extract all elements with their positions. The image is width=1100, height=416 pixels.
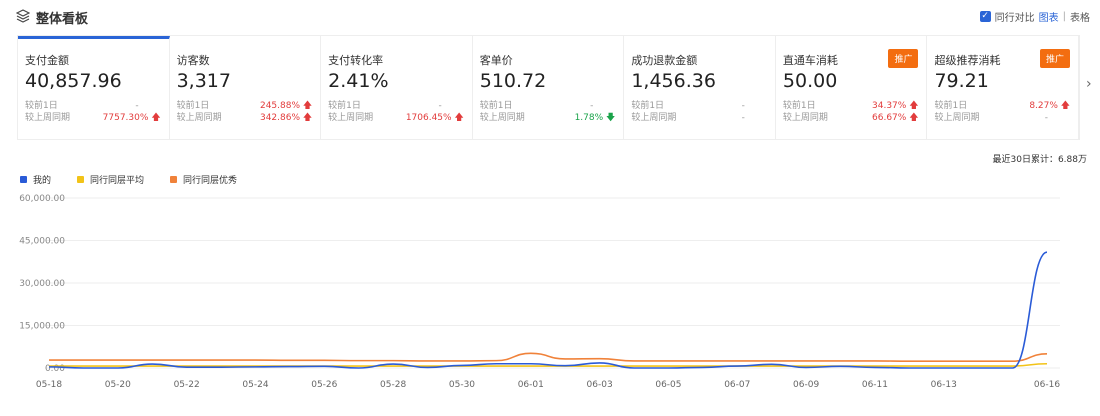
compare-checkbox[interactable]: ✓ — [979, 11, 991, 22]
compare-week-label: 较上周同期 — [934, 113, 980, 123]
kpi-label: 支付转化率 — [328, 54, 384, 67]
view-chart-tab[interactable]: 图表 — [1038, 13, 1059, 24]
x-tick-label: 05-28 — [380, 380, 406, 390]
compare-day-value: - — [741, 101, 745, 111]
page-title: 整体看板 — [36, 12, 89, 27]
compare-week-label: 较上周同期 — [25, 113, 71, 123]
total-30-days: 最近30日累计：6.88万 — [992, 155, 1088, 165]
compare-day-label: 较前1日 — [25, 101, 58, 111]
compare-week-value: 66.67% — [872, 113, 907, 123]
compare-week-label: 较上周同期 — [176, 113, 222, 123]
y-tick-label: 60,000.00 — [19, 194, 65, 204]
kpi-label: 访客数 — [176, 54, 210, 67]
x-tick-label: 05-30 — [449, 380, 475, 390]
view-table-tab[interactable]: 表格 — [1070, 13, 1090, 24]
kpi-card[interactable]: 访客数 3,317 较前1日 245.88% 🡅 较上周同期 342.86% 🡅 — [170, 36, 322, 139]
series-line — [48, 352, 1048, 362]
compare-week-value: 7757.30% — [102, 113, 149, 123]
legend-swatch — [170, 176, 178, 183]
compare-week-label: 较上周同期 — [328, 113, 374, 123]
x-tick-label: 06-09 — [793, 380, 819, 390]
compare-day-label: 较前1日 — [934, 101, 968, 111]
compare-week-label: 较上周同期 — [631, 113, 677, 123]
compare-day-label: 较前1日 — [782, 101, 816, 111]
kpi-value: 1,456.36 — [631, 70, 716, 92]
y-tick-label: 0.00 — [45, 364, 65, 374]
kpi-value: 40,857.96 — [25, 70, 122, 92]
series-line — [48, 251, 1048, 369]
kpi-label: 直通车消耗 — [782, 54, 838, 67]
kpi-label: 超级推荐消耗 — [934, 54, 1001, 67]
compare-day-value: 34.37% — [872, 101, 907, 111]
x-tick-label: 06-11 — [862, 380, 888, 390]
legend-swatch — [20, 176, 27, 183]
x-tick-label: 05-18 — [36, 380, 62, 390]
legend-item[interactable]: 我的 — [20, 173, 51, 186]
x-tick-label: 06-01 — [518, 380, 544, 390]
x-tick-label: 05-26 — [311, 380, 337, 390]
promote-button[interactable]: 推广 — [888, 49, 919, 68]
compare-week-label: 较上周同期 — [782, 113, 828, 123]
view-separator: | — [1062, 11, 1066, 22]
compare-week-label: 较上周同期 — [479, 113, 525, 123]
compare-day-value: - — [590, 101, 594, 111]
line-chart: 0.00 15,000.00 30,000.00 45,000.00 60,000.00… — [19, 194, 1060, 390]
x-tick-label: 05-24 — [242, 380, 268, 390]
compare-week-value: 1706.45% — [405, 113, 452, 123]
kpi-card[interactable]: 支付金额 40,857.96 较前1日 - 较上周同期 7757.30% 🡅 — [18, 36, 170, 139]
kpi-card[interactable]: 直通车消耗 推广 50.00 较前1日 34.37% 🡅 较上周同期 66.67% … — [776, 36, 928, 139]
compare-day-label: 较前1日 — [631, 101, 665, 111]
compare-week-value: - — [1044, 113, 1049, 123]
legend-swatch — [77, 176, 85, 183]
kpi-value: 510.72 — [479, 70, 547, 92]
kpi-label: 成功退款金额 — [631, 54, 698, 67]
kpi-card[interactable]: 超级推荐消耗 推广 79.21 较前1日 8.27% 🡅 较上周同期 - — [927, 36, 1080, 139]
compare-label[interactable]: 同行对比 — [994, 13, 1035, 24]
x-tick-label: 06-16 — [1034, 380, 1060, 390]
compare-week-value: 342.86% — [259, 113, 301, 123]
y-tick-label: 15,000.00 — [19, 322, 65, 332]
kpi-card[interactable]: 成功退款金额 1,456.36 较前1日 - 较上周同期 - — [624, 36, 776, 139]
kpi-value: 3,317 — [176, 70, 231, 92]
y-tick-label: 45,000.00 — [19, 237, 65, 247]
compare-day-value: 245.88% — [259, 101, 301, 111]
chart-legend: 我的 同行同层平均 同行同层优秀 — [20, 173, 237, 186]
layers-icon — [16, 9, 30, 23]
compare-week-value: - — [741, 113, 745, 123]
compare-day-value: 8.27% — [1029, 101, 1058, 111]
kpi-cards: 支付金额 40,857.96 较前1日 - 较上周同期 7757.30% 🡅 访客数… — [17, 35, 1080, 140]
legend-label: 同行同层优秀 — [183, 176, 238, 186]
x-tick-label: 06-03 — [587, 380, 613, 390]
promote-button[interactable]: 推广 — [1040, 49, 1071, 68]
x-tick-label: 06-05 — [655, 380, 681, 390]
y-tick-label: 30,000.00 — [19, 279, 65, 289]
x-tick-label: 06-13 — [931, 380, 957, 390]
header: 整体看板 ✓ 同行对比 图表 | 表格 — [0, 0, 1100, 32]
compare-week-value: 1.78% — [574, 113, 604, 123]
kpi-label: 客单价 — [479, 54, 513, 67]
compare-day-label: 较前1日 — [176, 101, 210, 111]
compare-day-value: - — [438, 101, 442, 111]
legend-label: 同行同层平均 — [90, 176, 145, 186]
kpi-value: 2.41% — [328, 70, 389, 92]
series-line — [48, 362, 1048, 367]
kpi-card[interactable]: 客单价 510.72 较前1日 - 较上周同期 1.78% 🡇 — [473, 36, 625, 139]
compare-day-label: 较前1日 — [328, 101, 361, 111]
legend-item[interactable]: 同行同层优秀 — [170, 173, 237, 186]
x-tick-label: 06-07 — [724, 380, 750, 390]
legend-label: 我的 — [33, 176, 52, 186]
kpi-card[interactable]: 支付转化率 2.41% 较前1日 - 较上周同期 1706.45% 🡅 — [321, 36, 473, 139]
x-tick-label: 05-22 — [174, 380, 200, 390]
legend-item[interactable]: 同行同层平均 — [77, 173, 144, 186]
compare-day-label: 较前1日 — [479, 101, 513, 111]
kpi-value: 50.00 — [782, 70, 838, 92]
kpi-label: 支付金额 — [25, 54, 69, 67]
compare-day-value: - — [135, 101, 139, 111]
chevron-right-icon[interactable]: › — [1086, 76, 1092, 92]
x-tick-label: 05-20 — [105, 380, 131, 390]
kpi-value: 79.21 — [934, 70, 989, 92]
